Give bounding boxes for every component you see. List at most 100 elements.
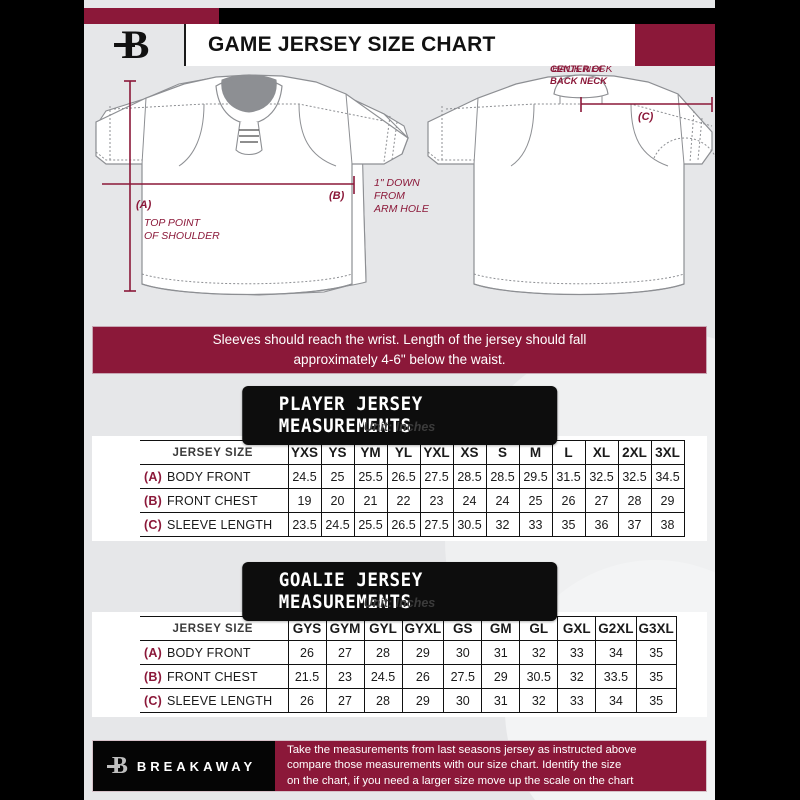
measurement-cell: 28.5	[485, 464, 520, 489]
measurement-cell: 27.5	[419, 464, 454, 489]
measurement-cell: 30.5	[452, 512, 487, 537]
goalie-section-title: GOALIE JERSEY MEASUREMENTS	[241, 562, 558, 621]
measurement-cell: 28	[363, 640, 403, 665]
size-column-header: L	[551, 440, 586, 465]
measurement-cell: 29	[401, 640, 445, 665]
table-row: (C) SLEEVE LENGTH 26 27 28 29 30 31 32 33 34 35	[140, 688, 677, 713]
measurement-cell: 26	[287, 688, 327, 713]
front-label-b-line1: 1" DOWN	[374, 177, 420, 189]
measurement-cell: 28	[363, 688, 403, 713]
footer-breakaway-b-icon: B	[106, 752, 128, 779]
measurement-cell: 29	[481, 664, 521, 689]
measurement-row-label: (B) FRONT CHEST	[140, 664, 289, 689]
measurement-row-label: (C) SLEEVE LENGTH	[140, 688, 289, 713]
footer-bar: B BREAKAWAY Take the measurements from l…	[92, 740, 707, 792]
measurement-cell: 23	[325, 664, 365, 689]
fit-note-line1: Sleeves should reach the wrist. Length o…	[212, 332, 587, 348]
size-column-header: GXL	[557, 616, 597, 641]
brand-logo: B	[84, 24, 184, 66]
measurement-cell: 32.5	[617, 464, 652, 489]
measurement-cell: 27.5	[419, 512, 454, 537]
front-label-a-line1: TOP POINT	[144, 217, 202, 229]
size-column-header: G2XL	[595, 616, 637, 641]
measurement-cell: 27	[325, 688, 365, 713]
measurement-cell: 19	[287, 488, 322, 513]
table-row: (A) BODY FRONT 24.5 25 25.5 26.5 27.5 28.5 28.5 2…	[140, 464, 685, 489]
measurement-cell: 31.5	[551, 464, 586, 489]
measurement-cell: 30	[443, 688, 483, 713]
measurement-cell: 26.5	[386, 512, 421, 537]
measurement-tag: (C)	[144, 693, 162, 708]
measurement-cell: 28	[617, 488, 652, 513]
measurement-cell: 26.5	[386, 464, 421, 489]
back-label-c-tag: (C)	[638, 111, 654, 123]
measurement-cell: 34.5	[650, 464, 685, 489]
measurement-tag: (A)	[144, 469, 162, 484]
measurement-cell: 32	[557, 664, 597, 689]
measurement-cell: 26	[401, 664, 445, 689]
jersey-diagram-svg: (A) TOP POINT OF SHOULDER (B) 1" DOWN FR…	[95, 66, 715, 296]
page-title: GAME JERSEY SIZE CHART	[208, 33, 496, 56]
measurement-cell: 34	[595, 640, 637, 665]
measurement-cell: 27	[584, 488, 619, 513]
measurement-cell: 33	[557, 640, 597, 665]
jersey-size-header: JERSEY SIZE	[140, 616, 289, 641]
breakaway-b-icon: B	[113, 22, 149, 67]
goalie-section-title-text: GOALIE JERSEY MEASUREMENTS	[278, 569, 423, 613]
front-label-b-tag: (B)	[329, 190, 345, 202]
measurement-cell: 32.5	[584, 464, 619, 489]
measurement-cell: 28.5	[452, 464, 487, 489]
fit-note-banner: Sleeves should reach the wrist. Length o…	[92, 326, 707, 374]
page-title-box: GAME JERSEY SIZE CHART	[184, 24, 635, 66]
measurement-cell: 25.5	[353, 464, 388, 489]
jersey-diagram: (A) TOP POINT OF SHOULDER (B) 1" DOWN FR…	[84, 66, 715, 316]
measurement-cell: 26	[287, 640, 327, 665]
header-maroon-block	[635, 24, 715, 66]
goalie-measurements-table: JERSEY SIZE GYS GYM GYL GYXL GS GM GL GXL G2XL G3X…	[140, 616, 677, 713]
measurement-cell: 31	[481, 640, 521, 665]
size-column-header: XL	[584, 440, 619, 465]
player-table-container: JERSEY SIZE YXS YS YM YL YXL XS S M L XL 2XL 3XL (A) B…	[92, 436, 707, 541]
front-label-b-line3: ARM HOLE	[373, 203, 430, 215]
measurement-cell: 24.5	[320, 512, 355, 537]
footer-instructions-line2: compare those measurements with our size…	[287, 759, 622, 772]
measurement-row-label: (B) FRONT CHEST	[140, 488, 289, 513]
measurement-cell: 37	[617, 512, 652, 537]
header-row: B GAME JERSEY SIZE CHART	[84, 24, 715, 66]
top-accent-bar	[84, 8, 715, 24]
measurement-cell: 32	[519, 688, 559, 713]
back-neck-caption-line1: CENTER OF	[550, 64, 605, 75]
measurement-cell: 32	[519, 640, 559, 665]
measurement-cell: 29	[650, 488, 685, 513]
measurement-cell: 23.5	[287, 512, 322, 537]
size-column-header: 3XL	[650, 440, 685, 465]
footer-brand-name: BREAKAWAY	[136, 758, 257, 774]
back-center-neck-line2: BACK NECK	[552, 66, 614, 75]
measurement-cell: 24	[485, 488, 520, 513]
measurement-cell: 25.5	[353, 512, 388, 537]
back-neck-caption-line2: BACK NECK	[550, 75, 607, 87]
top-accent-black	[219, 8, 715, 24]
measurement-cell: 36	[584, 512, 619, 537]
footer-instructions: Take the measurements from last seasons …	[275, 741, 706, 791]
measurement-cell: 33.5	[595, 664, 637, 689]
measurement-cell: 24.5	[287, 464, 322, 489]
content-panel: B GAME JERSEY SIZE CHART	[84, 0, 715, 800]
front-label-b-line2: FROM	[374, 190, 405, 202]
measurement-cell: 33	[557, 688, 597, 713]
measurement-tag: (B)	[144, 669, 162, 684]
measurement-cell: 24.5	[363, 664, 403, 689]
fit-note-line2: approximately 4-6" below the waist.	[293, 352, 506, 367]
front-label-a-line2: OF SHOULDER	[144, 230, 220, 242]
size-column-header: 2XL	[617, 440, 652, 465]
top-accent-maroon	[84, 8, 219, 24]
size-column-header: G3XL	[635, 616, 677, 641]
measurement-row-label: (A) BODY FRONT	[140, 640, 289, 665]
measurement-cell: 38	[650, 512, 685, 537]
measurement-row-label: (A) BODY FRONT	[140, 464, 289, 489]
measurement-cell: 25	[518, 488, 553, 513]
measurement-cell: 35	[635, 664, 677, 689]
player-section-title: PLAYER JERSEY MEASUREMENTS	[241, 386, 558, 445]
measurement-tag: (A)	[144, 645, 162, 660]
